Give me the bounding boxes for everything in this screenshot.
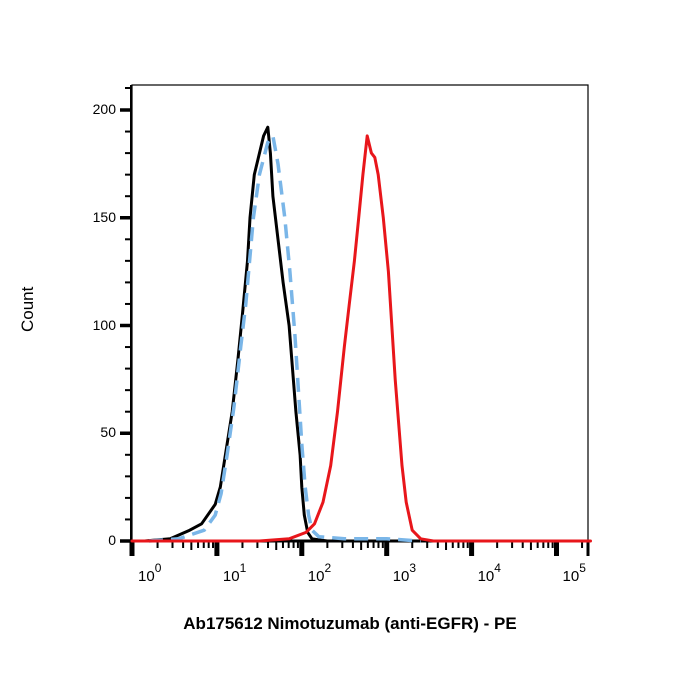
series-isotype-control: [148, 134, 421, 543]
x-tick-label: 103: [392, 561, 417, 585]
y-tick-label: 50: [100, 424, 116, 441]
y-axis: [120, 85, 132, 545]
y-axis-label: Count: [18, 286, 37, 332]
x-tick-label: 100: [138, 561, 162, 585]
y-tick-label: 200: [92, 101, 116, 117]
x-tick-label: 101: [222, 561, 247, 585]
y-tick-label: 150: [92, 208, 116, 225]
series-ab175612-nimotuzumab: [130, 134, 592, 543]
y-tick-label: 0: [108, 532, 116, 548]
x-tick-label: 104: [477, 561, 501, 585]
histogram-curves: [130, 125, 592, 543]
x-axis-label: Ab175612 Nimotuzumab (anti-EGFR) - PE: [183, 614, 517, 633]
x-tick-label: 102: [307, 561, 332, 585]
series-unstained-control: [143, 125, 406, 543]
x-tick-label: 105: [562, 561, 586, 585]
y-tick-label: 100: [92, 316, 116, 333]
plot-frame: [131, 84, 589, 542]
x-axis: [129, 539, 590, 556]
